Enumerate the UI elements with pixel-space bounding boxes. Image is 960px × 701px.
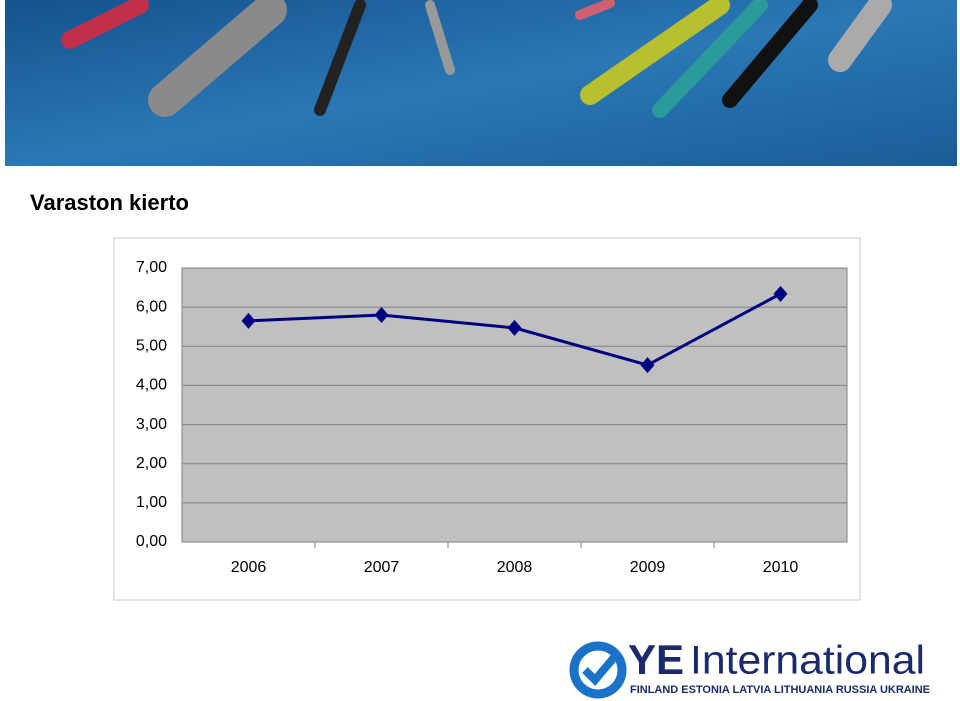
marker [374,306,389,323]
chart-title: Varaston kierto [30,190,189,215]
logo: YE International FINLAND ESTONIA LATVIA … [569,636,930,699]
x-tick-label: 2006 [231,559,267,576]
banner [5,0,957,166]
marker [507,319,522,336]
x-tick-label: 2010 [763,559,799,576]
x-tick-label: 2008 [497,559,533,576]
logo-name: International [690,639,925,683]
y-tick-label: 6,00 [136,298,167,315]
y-tick-label: 5,00 [136,338,167,355]
y-tick-label: 3,00 [136,416,167,433]
x-tick-label: 2009 [630,559,666,576]
marker [241,312,256,329]
y-tick-label: 0,00 [136,533,167,550]
y-tick-label: 1,00 [136,494,167,511]
y-tick-label: 2,00 [136,455,167,472]
y-tick-label: 4,00 [136,377,167,394]
marker [773,285,788,302]
logo-brand: YE [628,636,684,683]
logo-countries: FINLAND ESTONIA LATVIA LITHUANIA RUSSIA … [630,684,930,696]
marker [640,357,655,374]
chart: 0,00 1,00 2,00 3,00 4,00 5,00 6,00 7,00 2006 2007… [136,259,848,576]
plot-area [181,267,848,543]
y-tick-label: 7,00 [136,259,167,276]
x-tick-label: 2007 [364,559,400,576]
